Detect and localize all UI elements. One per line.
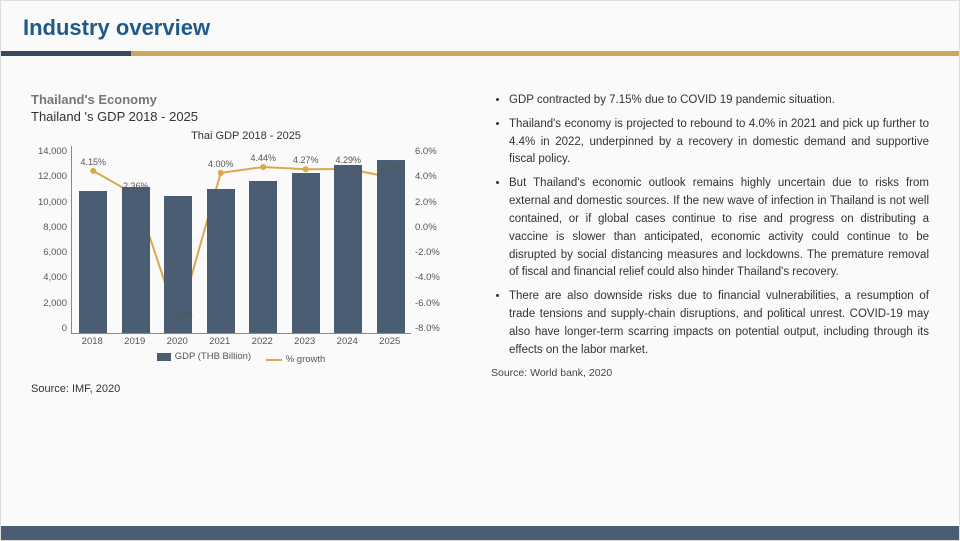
y2-tick: 4.0% bbox=[415, 171, 451, 182]
header-rule-accent bbox=[1, 51, 131, 56]
y2-tick: -6.0% bbox=[415, 298, 451, 309]
y1-tick: 10,000 bbox=[31, 197, 67, 208]
right-column: GDP contracted by 7.15% due to COVID 19 … bbox=[491, 92, 929, 395]
y2-tick: -2.0% bbox=[415, 247, 451, 258]
page-title: Industry overview bbox=[1, 1, 959, 51]
y2-tick: -4.0% bbox=[415, 272, 451, 283]
line-point-label: 2.36% bbox=[123, 181, 149, 191]
bar bbox=[249, 181, 277, 333]
legend-bar: GDP (THB Billion) bbox=[157, 351, 251, 362]
content-row: Thailand's Economy Thailand 's GDP 2018 … bbox=[1, 56, 959, 395]
x-tick: 2022 bbox=[241, 336, 284, 347]
line-point-label: 4.29% bbox=[335, 155, 361, 165]
left-column: Thailand's Economy Thailand 's GDP 2018 … bbox=[31, 92, 461, 395]
y1-tick: 6,000 bbox=[31, 247, 67, 258]
bar bbox=[122, 187, 150, 333]
y2-tick: -8.0% bbox=[415, 323, 451, 334]
bar bbox=[79, 191, 107, 333]
line-point-label: 4.44% bbox=[250, 153, 276, 163]
chart-plot: 4.15% 2.36% -7.15% 4.00% 4.44% 4.27% 4.29% 3.67… bbox=[71, 146, 411, 334]
chart-source: Source: IMF, 2020 bbox=[31, 383, 461, 395]
narrative-bullet: But Thailand's economic outlook remains … bbox=[509, 175, 929, 282]
footer-bar bbox=[1, 526, 959, 540]
legend-line-swatch bbox=[266, 359, 282, 361]
narrative-bullet: GDP contracted by 7.15% due to COVID 19 … bbox=[509, 92, 929, 110]
header-rule bbox=[1, 51, 959, 56]
x-tick: 2024 bbox=[326, 336, 369, 347]
narrative-bullet: Thailand's economy is projected to rebou… bbox=[509, 116, 929, 169]
x-tick: 2019 bbox=[114, 336, 157, 347]
y2-axis: 6.0% 4.0% 2.0% 0.0% -2.0% -4.0% -6.0% -8.0% bbox=[411, 146, 451, 334]
line-point-label: -7.15% bbox=[164, 309, 193, 319]
bar bbox=[292, 173, 320, 333]
y2-tick: 0.0% bbox=[415, 222, 451, 233]
y2-tick: 2.0% bbox=[415, 197, 451, 208]
bar bbox=[207, 189, 235, 333]
x-tick: 2020 bbox=[156, 336, 199, 347]
x-tick: 2018 bbox=[71, 336, 114, 347]
y1-tick: 0 bbox=[31, 323, 67, 334]
x-tick: 2021 bbox=[199, 336, 242, 347]
y1-tick: 12,000 bbox=[31, 171, 67, 182]
x-tick: 2025 bbox=[369, 336, 412, 347]
section-label: Thailand's Economy bbox=[31, 92, 461, 107]
narrative-bullet: There are also downside risks due to fin… bbox=[509, 288, 929, 359]
y1-axis: 14,000 12,000 10,000 8,000 6,000 4,000 2,000 0 bbox=[31, 146, 71, 334]
x-tick: 2023 bbox=[284, 336, 327, 347]
narrative-bullets: GDP contracted by 7.15% due to COVID 19 … bbox=[491, 92, 929, 359]
line-point-label: 4.00% bbox=[208, 159, 234, 169]
narrative-source: Source: World bank, 2020 bbox=[491, 365, 929, 381]
y1-tick: 14,000 bbox=[31, 146, 67, 157]
line-point-label: 3.67% bbox=[378, 163, 404, 173]
chart-title: Thai GDP 2018 - 2025 bbox=[31, 130, 461, 142]
line-point-label: 4.27% bbox=[293, 155, 319, 165]
x-axis: 20182019202020212022202320242025 bbox=[71, 336, 411, 347]
y1-tick: 2,000 bbox=[31, 298, 67, 309]
bar bbox=[334, 165, 362, 333]
line-point-label: 4.15% bbox=[80, 157, 106, 167]
legend-line-label: % growth bbox=[286, 354, 326, 365]
y2-tick: 6.0% bbox=[415, 146, 451, 157]
section-subtitle: Thailand 's GDP 2018 - 2025 bbox=[31, 109, 461, 124]
y1-tick: 8,000 bbox=[31, 222, 67, 233]
legend-line: % growth bbox=[266, 354, 326, 365]
chart-container: 14,00012,00010,0008,0006,0004,0002,0000 … bbox=[31, 146, 461, 334]
bar bbox=[377, 160, 405, 333]
legend-bar-label: GDP (THB Billion) bbox=[175, 351, 251, 362]
chart-legend: GDP (THB Billion) % growth bbox=[71, 351, 411, 365]
y1-tick: 4,000 bbox=[31, 272, 67, 283]
legend-bar-swatch bbox=[157, 353, 171, 361]
